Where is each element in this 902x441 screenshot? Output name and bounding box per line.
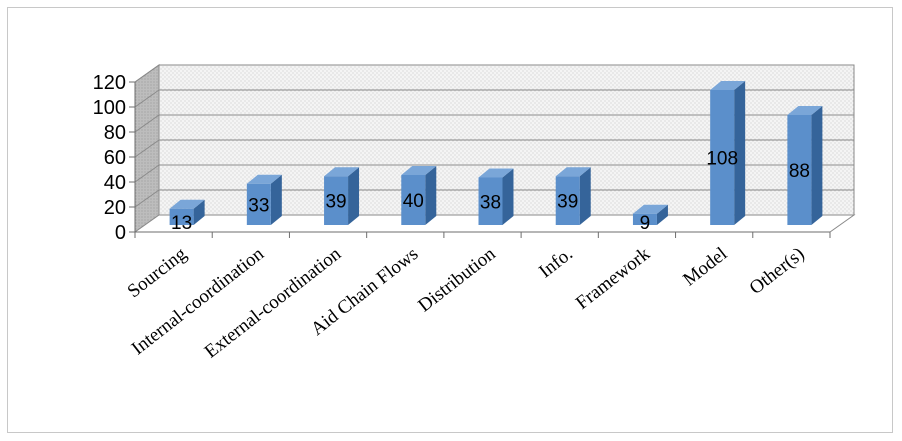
gridline-side [134, 64, 160, 83]
gridline-side [134, 89, 160, 108]
x-tick-label: Info. [535, 243, 577, 282]
bar [246, 174, 282, 225]
data-label: 33 [248, 195, 269, 216]
y-tick-label: 120 [93, 72, 126, 94]
bar [555, 167, 591, 225]
y-axis: 0 20 40 60 80 100 120 [93, 72, 136, 244]
bar-front [710, 90, 735, 225]
data-label: 39 [325, 192, 346, 213]
bars: 13 33 39 40 38 39 9 108 88 [169, 81, 823, 234]
bar-front [324, 176, 349, 225]
bar-side [656, 204, 668, 225]
data-label: 40 [403, 191, 424, 212]
bar-side [425, 166, 437, 225]
bar [324, 167, 360, 225]
bar-front [632, 213, 657, 225]
bar-top [169, 199, 205, 209]
y-tick-label: 80 [104, 122, 126, 144]
bar-front [478, 177, 503, 225]
bar-front [787, 115, 812, 225]
y-tick-label: 40 [104, 172, 126, 194]
data-label: 13 [171, 213, 192, 234]
bar [787, 106, 823, 225]
x-tick-label: Other(s) [746, 243, 809, 299]
bar-front [401, 175, 426, 225]
x-axis: SourcingInternal-coordinationExternal-co… [124, 231, 831, 363]
y-tick-label: 0 [115, 222, 126, 244]
bar-side [579, 167, 591, 225]
bar-top [401, 166, 437, 175]
bar [169, 199, 205, 225]
bar-top [787, 106, 823, 115]
bar-side [348, 167, 360, 225]
bar-top [246, 174, 282, 184]
x-tick-label: Distribution [414, 243, 500, 316]
data-label: 9 [640, 213, 651, 234]
data-label: 38 [480, 192, 501, 213]
bar [401, 166, 437, 225]
gridline-side [134, 114, 160, 133]
y-tick-label: 20 [104, 197, 126, 219]
bar-side [502, 168, 514, 225]
gridline-side [134, 189, 160, 208]
bar [710, 81, 746, 225]
data-label: 108 [706, 149, 738, 170]
x-tick-label: Sourcing [124, 243, 191, 302]
x-tick-label: Framework [572, 243, 654, 314]
bar-top [555, 167, 591, 177]
y-tick-label: 100 [93, 97, 126, 119]
bar-top [324, 167, 360, 177]
x-tick-label: External-coordination [201, 243, 346, 362]
bar-front [555, 176, 580, 225]
bar-top [710, 81, 746, 90]
bar-front [169, 208, 194, 225]
bar-side [734, 81, 746, 225]
x-tick-label: Model [679, 243, 731, 290]
bar-top [632, 204, 668, 214]
y-tick-label: 60 [104, 147, 126, 169]
bar [478, 168, 514, 225]
gridline-side [134, 164, 160, 183]
data-label: 39 [557, 192, 578, 213]
gridline-side [134, 139, 160, 158]
bar-front [246, 183, 271, 225]
bar-top [478, 168, 514, 178]
bar-side [811, 106, 823, 225]
bar-side [193, 199, 205, 225]
bar [632, 204, 668, 225]
x-tick-label: Internal-coordination [128, 243, 269, 359]
bar-side [270, 174, 282, 225]
data-label: 88 [789, 161, 810, 182]
